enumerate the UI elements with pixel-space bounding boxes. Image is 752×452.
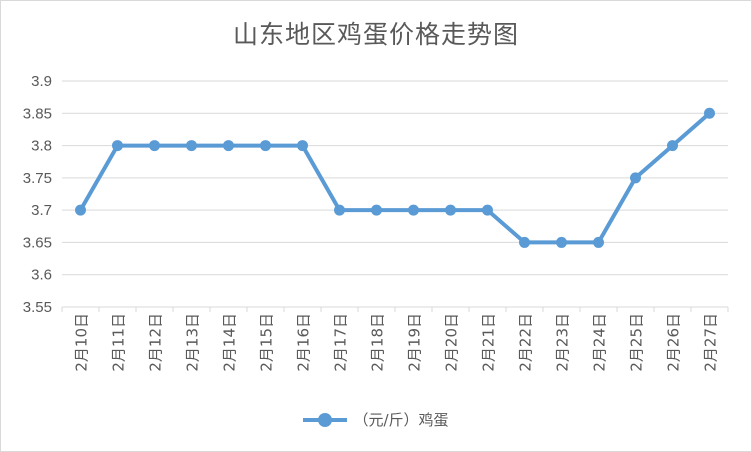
series-layer: [75, 107, 715, 248]
legend-swatch: [303, 412, 348, 427]
x-tick-label: 2月18日: [369, 313, 387, 372]
data-point: [445, 204, 456, 216]
x-tick-label: 2月19日: [406, 313, 424, 372]
x-tick-label: 2月11日: [110, 313, 128, 372]
x-tick-label: 2月22日: [517, 313, 535, 372]
data-point: [593, 236, 604, 248]
x-axis: [61, 306, 729, 312]
y-tick-label: 3.65: [23, 234, 52, 251]
y-tick-label: 3.8: [31, 138, 52, 155]
data-point: [112, 140, 123, 152]
chart-title: 山东地区鸡蛋价格走势图: [232, 20, 519, 49]
x-tick-label: 2月14日: [221, 313, 239, 372]
x-axis-ticks: 2月10日 2月11日 2月12日 2月13日 2月14日 2月15日 2月16日 2月17日…: [73, 313, 720, 372]
x-tick-label: 2月26日: [665, 313, 683, 372]
x-tick-label: 2月16日: [295, 313, 313, 372]
x-tick-label: 2月23日: [554, 313, 572, 372]
legend-label: （元/斤）鸡蛋: [353, 411, 449, 429]
y-tick-label: 3.9: [31, 73, 52, 90]
x-tick-label: 2月15日: [258, 313, 276, 372]
data-point: [630, 172, 641, 184]
x-tick-label: 2月17日: [332, 313, 350, 372]
y-tick-label: 3.7: [31, 202, 52, 219]
data-point: [482, 204, 493, 216]
x-tick-label: 2月10日: [73, 313, 91, 372]
x-tick-label: 2月27日: [702, 313, 720, 372]
data-point: [704, 107, 715, 119]
data-point: [556, 236, 567, 248]
x-tick-label: 2月25日: [628, 313, 646, 372]
data-point: [75, 204, 86, 216]
grid-lines: [62, 80, 728, 276]
x-tick-label: 2月21日: [480, 313, 498, 372]
x-tick-label: 2月24日: [591, 313, 609, 372]
x-tick-label: 2月12日: [147, 313, 165, 372]
series-line: [78, 111, 712, 245]
data-point: [297, 140, 308, 152]
data-point: [334, 204, 345, 216]
y-tick-label: 3.55: [23, 299, 52, 316]
data-point: [519, 236, 530, 248]
data-point: [408, 204, 419, 216]
data-point: [223, 140, 234, 152]
data-point: [260, 140, 271, 152]
legend: （元/斤）鸡蛋: [1, 409, 751, 430]
y-axis-ticks: 3.9 3.85 3.8 3.75 3.7 3.65 3.6 3.55: [23, 73, 52, 316]
y-tick-label: 3.6: [31, 267, 52, 284]
x-tick-label: 2月20日: [443, 313, 461, 372]
x-tick-label: 2月13日: [184, 313, 202, 372]
data-point: [667, 140, 678, 152]
data-point: [371, 204, 382, 216]
y-tick-label: 3.75: [23, 170, 52, 187]
data-point: [149, 140, 160, 152]
y-tick-label: 3.85: [23, 105, 52, 122]
data-point: [186, 140, 197, 152]
